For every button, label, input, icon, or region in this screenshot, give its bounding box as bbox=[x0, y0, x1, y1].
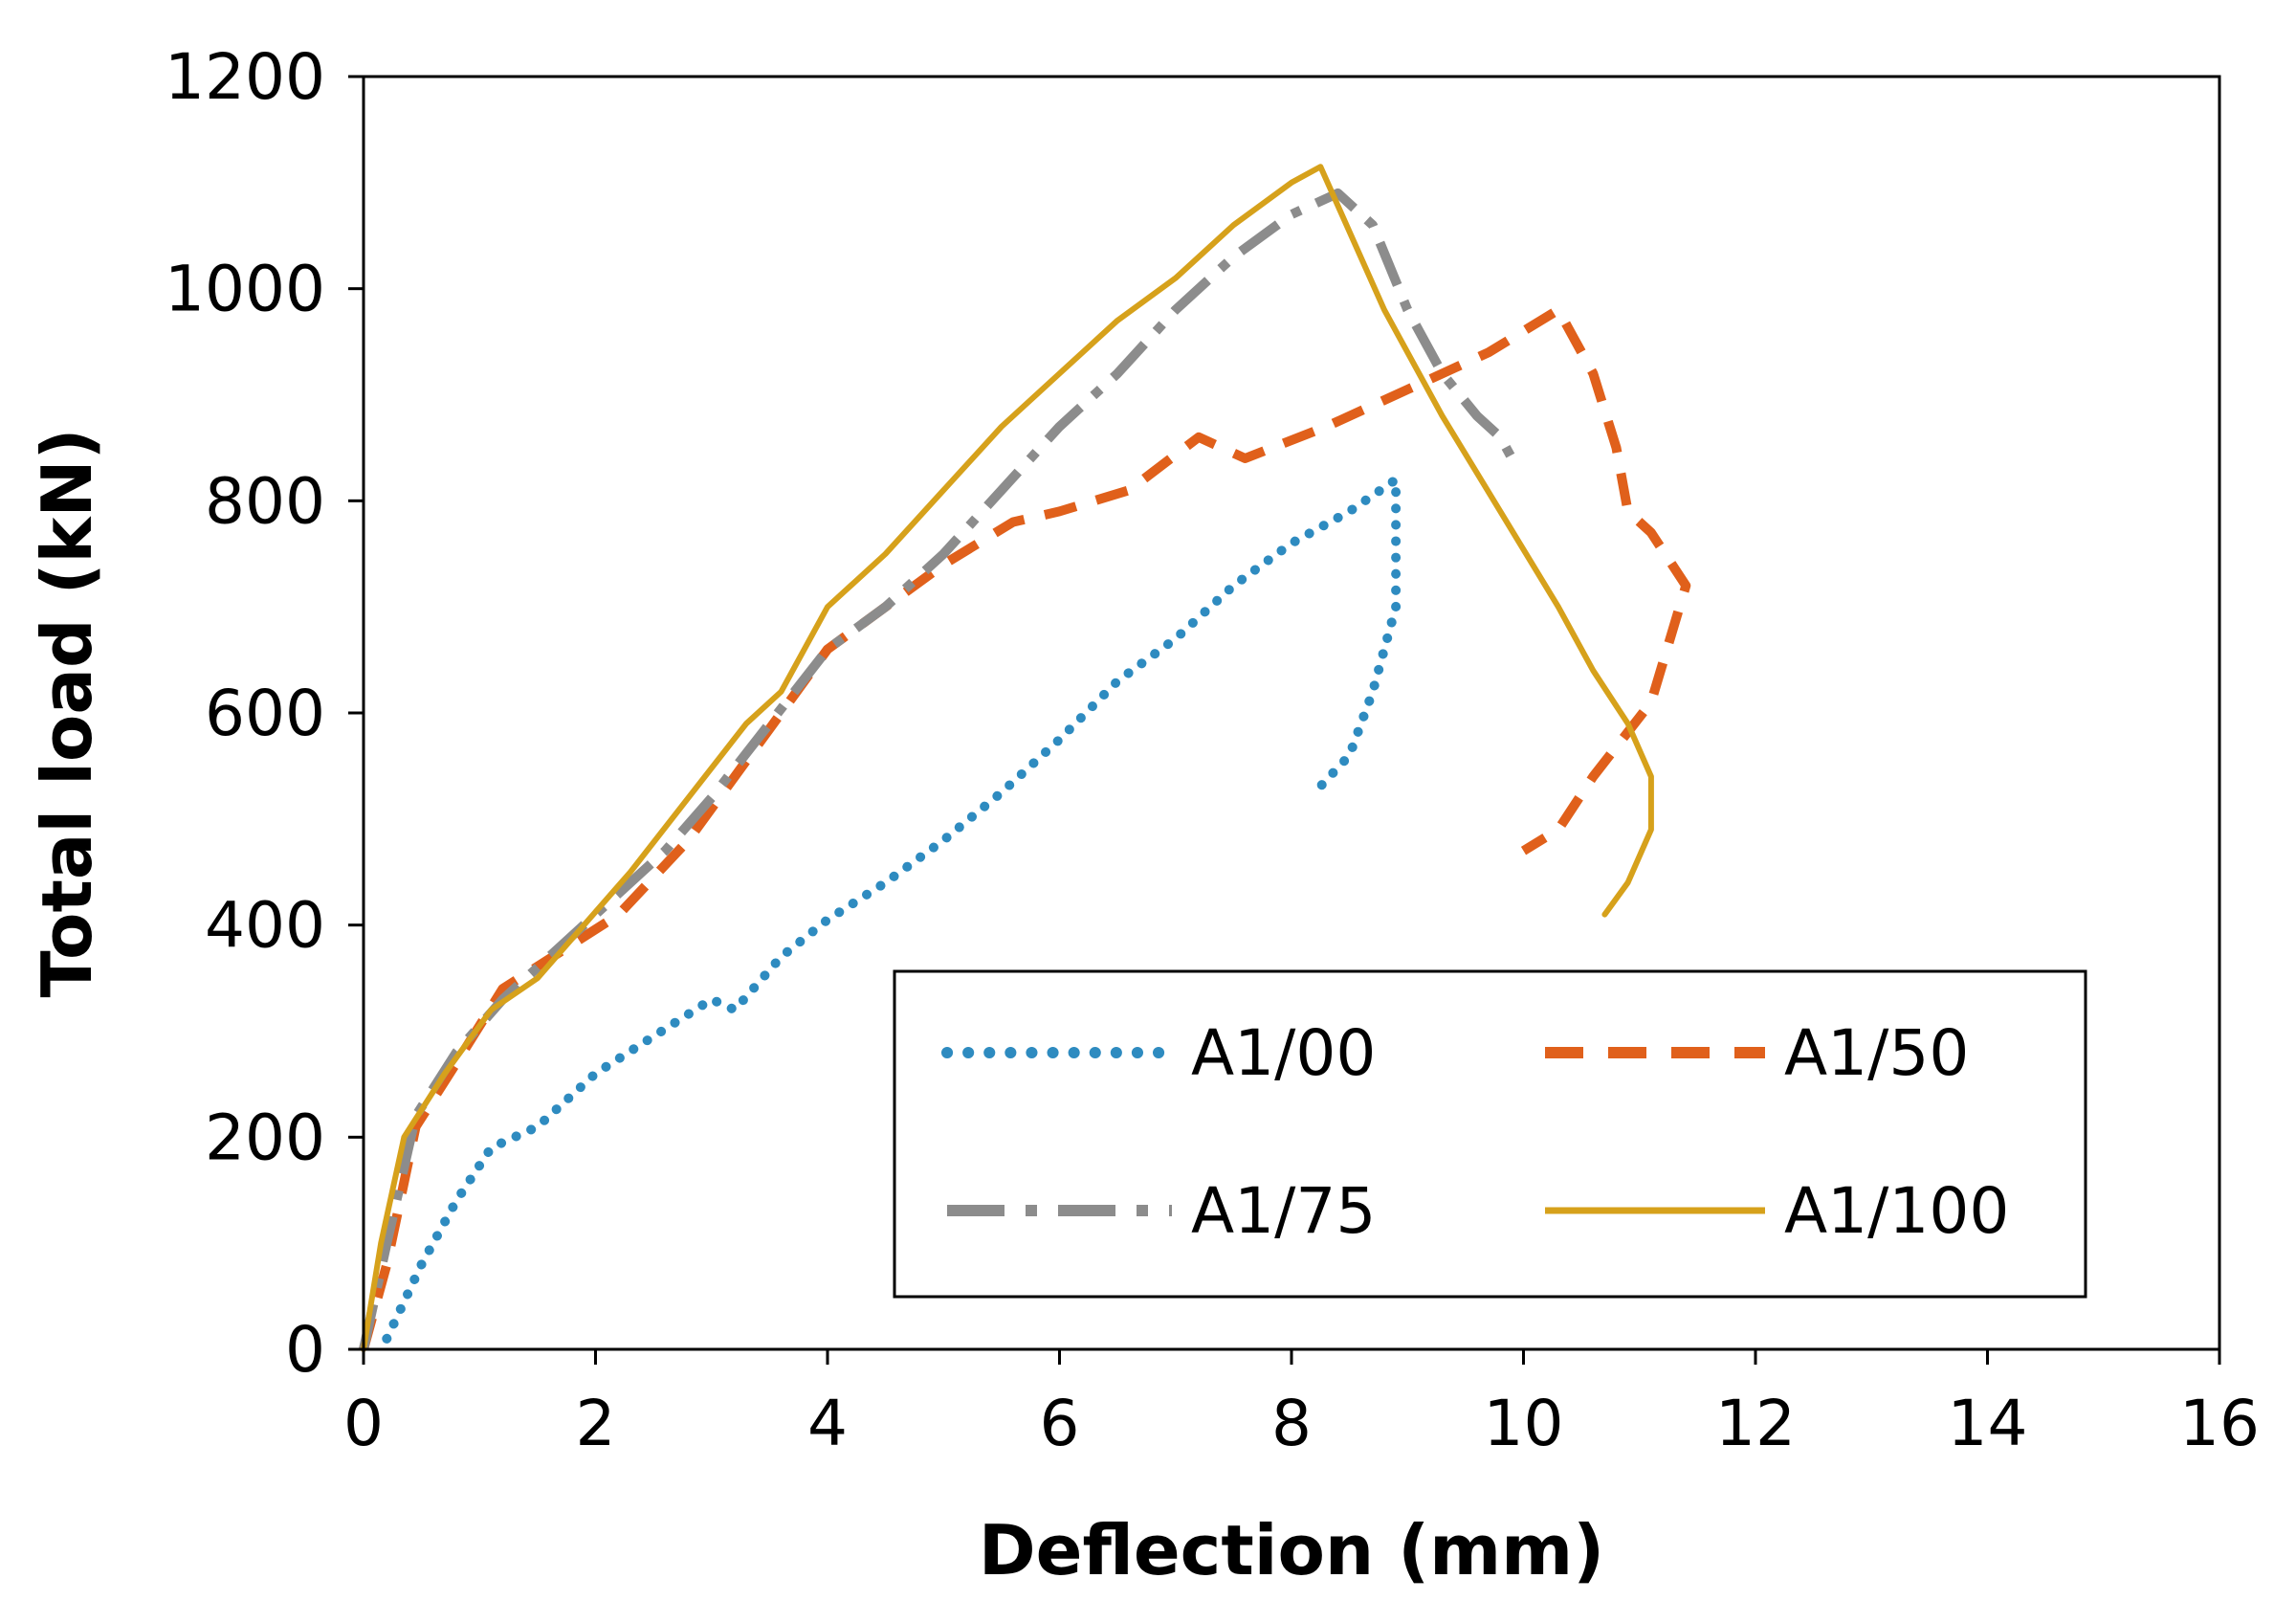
x-tick-label: 2 bbox=[576, 1387, 616, 1460]
x-tick-label: 14 bbox=[1948, 1387, 2028, 1460]
legend: A1/00 A1/50 A1/75 A1/100 bbox=[893, 969, 2087, 1299]
y-tick-label: 0 bbox=[285, 1313, 325, 1387]
series-line-a1-75 bbox=[359, 188, 1516, 1351]
series-line-a1-100 bbox=[361, 164, 1654, 1352]
x-tick-label: 4 bbox=[807, 1387, 848, 1460]
y-tick-label: 800 bbox=[205, 464, 325, 538]
x-tick-label: 0 bbox=[343, 1387, 384, 1460]
x-tick-label: 8 bbox=[1271, 1387, 1312, 1460]
y-tick-label: 1000 bbox=[165, 253, 325, 326]
series-line-a1-50 bbox=[359, 304, 1691, 1351]
x-tick-label: 6 bbox=[1040, 1387, 1080, 1460]
axis-ticks: 0 2 4 6 8 10 12 14 16 0 200 400 600 800 1000 1200 bbox=[165, 40, 2260, 1460]
legend-label-a1-50: A1/50 bbox=[1784, 1016, 1969, 1090]
legend-label-a1-00: A1/00 bbox=[1191, 1016, 1376, 1090]
x-tick-label: 16 bbox=[2179, 1387, 2260, 1460]
legend-label-a1-75: A1/75 bbox=[1191, 1174, 1376, 1248]
series-layer bbox=[359, 164, 1691, 1352]
y-axis-title: Total load (kN) bbox=[27, 428, 107, 997]
y-tick-label: 400 bbox=[205, 889, 325, 963]
legend-box bbox=[893, 969, 2087, 1299]
x-axis-title: Deflection (mm) bbox=[979, 1510, 1604, 1590]
legend-label-a1-100: A1/100 bbox=[1784, 1174, 2009, 1248]
x-tick-label: 10 bbox=[1484, 1387, 1564, 1460]
x-tick-label: 12 bbox=[1715, 1387, 1796, 1460]
y-tick-label: 600 bbox=[205, 677, 325, 750]
y-tick-label: 200 bbox=[205, 1101, 325, 1174]
series-line-a1-00 bbox=[382, 475, 1402, 1344]
y-tick-label: 1200 bbox=[165, 40, 325, 114]
